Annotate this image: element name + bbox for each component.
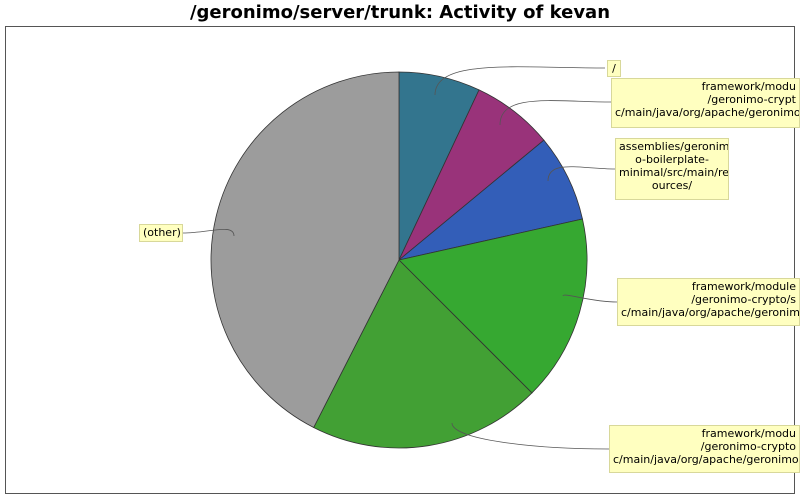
slice-label-6: (other) — [139, 224, 183, 242]
slice-label-text: (other) — [143, 226, 181, 239]
slice-label-text: /geronimo-crypt — [707, 93, 797, 106]
pie-slice-5 — [313, 259, 533, 449]
leader-line-6 — [182, 228, 235, 237]
slice-label-4: framework/module/geronimo-crypto/s c/main… — [617, 278, 800, 326]
slice-label-3: assemblies/geronim o-boilerplate-minimal/… — [615, 138, 729, 200]
slice-label-text: framework/modu — [701, 427, 796, 440]
leader-line-2 — [499, 100, 612, 126]
slice-label-1: / — [607, 60, 621, 77]
slice-label-text: / — [612, 62, 616, 75]
slice-label-text: minimal/src/main/res — [619, 166, 729, 179]
slice-label-2: framework/modu/geronimo-crypt c/main/java… — [611, 78, 800, 128]
slice-label-text: framework/module — [691, 280, 796, 293]
chart-title: /geronimo/server/trunk: Activity of keva… — [189, 2, 611, 23]
leader-line-3 — [547, 166, 616, 182]
slice-label-text: ources/ — [651, 179, 693, 192]
leader-line-1 — [434, 66, 606, 96]
slice-label-text: o-boilerplate- — [635, 153, 709, 166]
leader-line-4 — [562, 294, 618, 303]
pie-slice-6 — [210, 71, 400, 429]
slice-label-5: framework/modu/geronimo-crypto c/main/jav… — [609, 425, 800, 473]
pie-slice-4 — [398, 218, 588, 394]
plot-area — [5, 26, 795, 494]
slice-label-text: /geronimo-crypto/s — [691, 293, 796, 306]
slice-label-text: framework/modu — [701, 80, 796, 93]
slice-label-text: c/main/java/org/apache/geronimo — [615, 106, 800, 119]
slice-label-text: assemblies/geronim — [619, 140, 729, 153]
slice-label-text: c/main/java/org/apache/geronimo — [613, 453, 799, 466]
slice-label-text: /geronimo-crypto — [700, 440, 796, 453]
slice-label-text: c/main/java/org/apache/geronimo — [621, 306, 800, 319]
leader-line-5 — [451, 422, 610, 450]
